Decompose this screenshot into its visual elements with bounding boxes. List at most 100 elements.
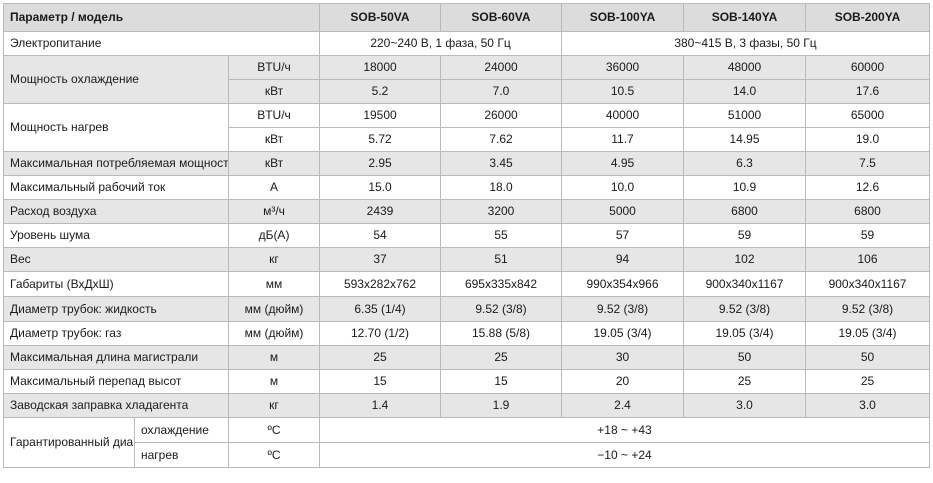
table-cell: 5.2 [319,79,441,104]
power-supply-three-phase: 380~415 В, 3 фазы, 50 Гц [561,31,930,56]
table-cell: 900x340x1167 [683,271,806,297]
table-cell: 51000 [683,103,806,128]
table-cell: 51 [440,247,562,272]
cooling-btu-unit: BTU/ч [228,55,320,80]
table-cell: 18000 [319,55,441,80]
row-unit: м [228,369,320,394]
table-cell: 25 [319,345,441,370]
power-supply-row: Электропитание 220~240 В, 1 фаза, 50 Гц … [3,31,930,56]
table-cell: 593x282x762 [319,271,441,297]
row-unit: кВт [228,151,320,176]
heating-capacity-label: Мощность нагрев [3,103,229,152]
row-label: Расход воздуха [3,199,229,224]
spec-rows: Максимальная потребляемая мощность кВт 2.9… [3,151,930,418]
table-cell: 20 [561,369,684,394]
table-cell: 695x335x842 [440,271,562,297]
model-header-sob-200ya: SOB-200YA [805,3,930,32]
table-row: Уровень шума дБ(А) 54 55 57 59 59 [3,223,930,248]
table-cell: 10.0 [561,175,684,200]
cooling-kw-unit: кВт [228,79,320,104]
table-cell: 15.88 (5/8) [440,321,562,346]
temperature-heating-row: нагрев ºС −10 ~ +24 [4,442,930,468]
header-row: Параметр / модель SOB-50VA SOB-60VA SOB-… [3,3,930,32]
table-cell: 40000 [561,103,684,128]
table-row: Заводская заправка хладагента кг 1.4 1.9 2.4… [3,393,930,418]
row-label: Заводская заправка хладагента [3,393,229,418]
table-row: Максимальная потребляемая мощность кВт 2.9… [3,151,930,176]
heating-kw-row: кВт 5.72 7.62 11.7 14.95 19.0 [4,127,930,152]
table-cell: 54 [319,223,441,248]
temperature-heating-label: нагрев [134,442,229,468]
table-cell: 2.95 [319,151,441,176]
table-cell: 19500 [319,103,441,128]
model-header-sob-50va: SOB-50VA [319,3,441,32]
row-unit: мм (дюйм) [228,321,320,346]
table-cell: 6.3 [683,151,806,176]
table-cell: 900x340x1167 [805,271,930,297]
temperature-cooling-unit: ºС [228,417,320,443]
table-cell: 2.4 [561,393,684,418]
table-cell: 10.5 [561,79,684,104]
table-cell: 24000 [440,55,562,80]
table-cell: 7.5 [805,151,930,176]
table-row: Диаметр трубок: газ мм (дюйм) 12.70 (1/2) 1… [3,321,930,346]
table-row: Максимальная длина магистрали м 25 25 30 50 50 [3,345,930,370]
temperature-heating-unit: ºС [228,442,320,468]
table-cell: 59 [805,223,930,248]
table-cell: 9.52 (3/8) [561,296,684,322]
temperature-cooling-range: +18 ~ +43 [319,417,930,443]
table-cell: 30 [561,345,684,370]
temperature-range-label: Гарантированный диапазон наружных темпер… [3,417,135,468]
table-cell: 14.95 [683,127,806,152]
heating-kw-unit: кВт [228,127,320,152]
row-label: Максимальная длина магистрали [3,345,229,370]
table-cell: 11.7 [561,127,684,152]
row-unit: м³/ч [228,199,320,224]
cooling-capacity-label: Мощность охлаждение [3,55,229,104]
model-header-sob-60va: SOB-60VA [440,3,562,32]
cooling-kw-row: кВт 5.2 7.0 10.5 14.0 17.6 [4,79,930,104]
row-unit: А [228,175,320,200]
table-cell: 1.4 [319,393,441,418]
row-unit: дБ(А) [228,223,320,248]
table-cell: 14.0 [683,79,806,104]
table-cell: 5000 [561,199,684,224]
table-cell: 59 [683,223,806,248]
power-supply-label: Электропитание [3,31,320,56]
table-cell: 50 [683,345,806,370]
table-row: Диаметр трубок: жидкость мм (дюйм) 6.35 (1… [3,296,930,322]
table-cell: 18.0 [440,175,562,200]
table-cell: 25 [440,345,562,370]
table-cell: 3200 [440,199,562,224]
row-label: Уровень шума [3,223,229,248]
heating-btu-unit: BTU/ч [228,103,320,128]
row-unit: мм (дюйм) [228,296,320,322]
table-row: Максимальный перепад высот м 15 15 20 25 25 [3,369,930,394]
table-row: Вес кг 37 51 94 102 106 [3,247,930,272]
power-supply-single-phase: 220~240 В, 1 фаза, 50 Гц [319,31,562,56]
row-unit: мм [228,271,320,297]
table-cell: 94 [561,247,684,272]
temperature-cooling-label: охлаждение [134,417,229,443]
table-cell: 25 [805,369,930,394]
row-label: Максимальная потребляемая мощность [3,151,229,176]
model-header-sob-140ya: SOB-140YA [683,3,806,32]
table-cell: 15.0 [319,175,441,200]
row-unit: кг [228,247,320,272]
table-cell: 2439 [319,199,441,224]
table-row: Расход воздуха м³/ч 2439 3200 5000 6800 6800 [3,199,930,224]
table-cell: 3.45 [440,151,562,176]
table-cell: 36000 [561,55,684,80]
table-cell: 6800 [683,199,806,224]
table-row: Габариты (ВхДхШ) мм 593x282x762 695x335x842… [3,271,930,297]
heating-btu-row: Мощность нагрев BTU/ч 19500 26000 40000 … [3,103,930,152]
row-label: Диаметр трубок: жидкость [3,296,229,322]
table-cell: 48000 [683,55,806,80]
table-cell: 9.52 (3/8) [683,296,806,322]
table-cell: 6.35 (1/4) [319,296,441,322]
table-cell: 19.05 (3/4) [805,321,930,346]
table-cell: 57 [561,223,684,248]
table-cell: 12.6 [805,175,930,200]
table-cell: 55 [440,223,562,248]
table-cell: 990x354x966 [561,271,684,297]
